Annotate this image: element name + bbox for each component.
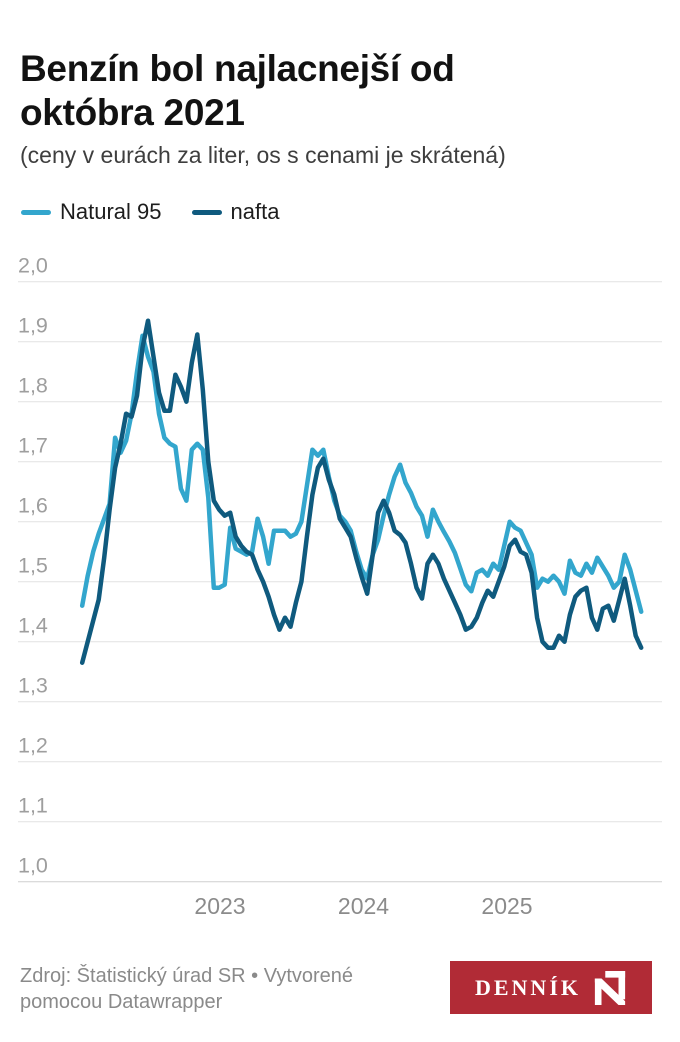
page-title: Benzín bol najlacnejší od októbra 2021 xyxy=(20,47,455,133)
legend-label: Natural 95 xyxy=(60,199,162,224)
dennikn-logo[interactable]: DENNÍK xyxy=(450,961,652,1014)
y-axis-tick-label: 1,9 xyxy=(18,314,48,338)
legend-swatch-icon xyxy=(21,209,51,215)
chart-subtitle: (ceny v eurách za liter, os s cenami je … xyxy=(20,142,506,168)
y-axis-tick-label: 1,2 xyxy=(18,734,48,758)
y-axis-tick-label: 1,7 xyxy=(18,434,48,458)
y-axis-tick-label: 1,3 xyxy=(18,674,48,698)
x-axis-tick-label: 2023 xyxy=(194,893,245,919)
y-axis-tick-label: 1,8 xyxy=(18,374,48,398)
chart-legend: Natural 95 nafta xyxy=(21,199,309,225)
legend-swatch-icon xyxy=(191,209,222,215)
y-axis-tick-label: 1,6 xyxy=(18,494,48,518)
y-axis-tick-label: 1,4 xyxy=(18,614,48,638)
dennikn-logo-text: DENNÍK xyxy=(474,974,581,1000)
source-note: Zdroj: Štatistický úrad SR • Vytvorené p… xyxy=(20,965,354,1014)
y-axis-tick-label: 1,0 xyxy=(18,854,48,878)
y-axis-tick-label: 2,0 xyxy=(18,254,48,278)
legend-item-nafta: nafta xyxy=(191,199,280,225)
x-axis-tick-label: 2024 xyxy=(338,893,389,919)
y-axis-tick-label: 1,5 xyxy=(18,554,48,578)
y-axis-tick-label: 1,1 xyxy=(18,794,48,818)
price-line-chart: 2,0 1,9 1,8 1,7 1,6 1,5 1,4 1,3 1,2 1,1 1,0 2023 202… xyxy=(18,254,662,919)
legend-item-natural-95: Natural 95 xyxy=(21,199,162,225)
series-line-nafta[interactable] xyxy=(79,318,644,665)
x-axis-tick-label: 2025 xyxy=(481,893,532,919)
dennikn-n-icon xyxy=(594,970,626,1005)
legend-label: nafta xyxy=(230,199,280,224)
